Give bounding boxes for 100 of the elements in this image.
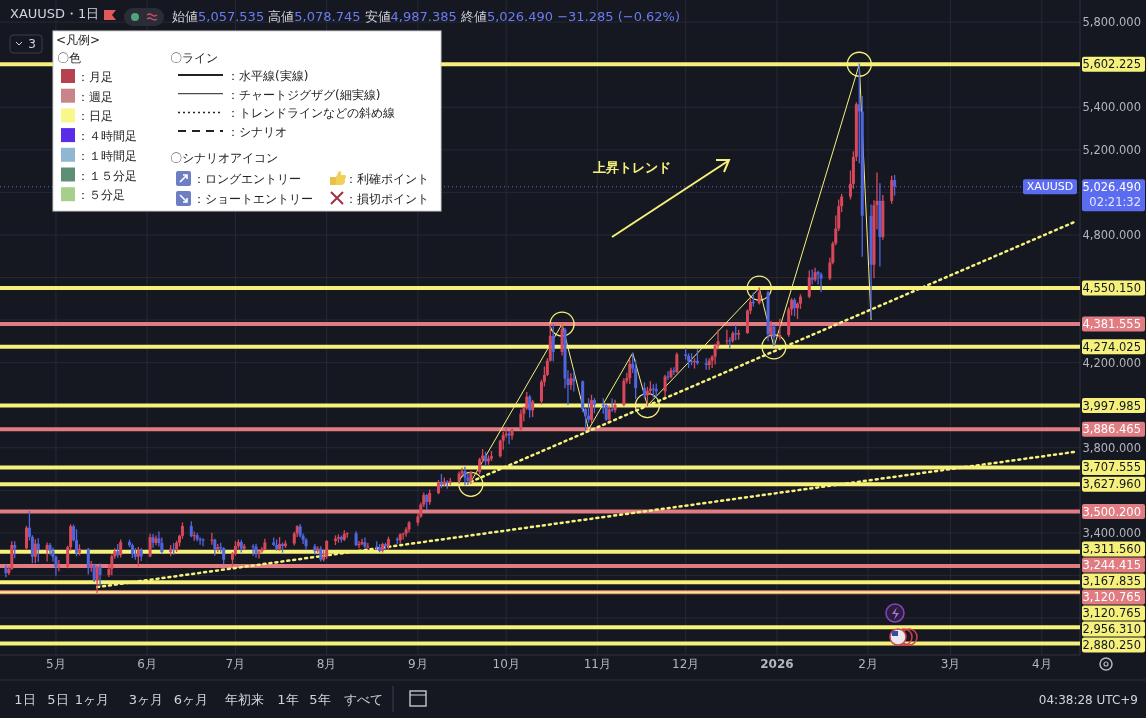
ref-line-label: 3,244.415 [1082,558,1141,572]
annotation: ：トレンドラインなどの斜め線 [227,106,395,121]
x-tick-label: 7月 [225,657,246,671]
point [458,471,484,497]
x-tick-label: 11月 [583,657,612,671]
annotation: ：１５分足 [77,168,137,183]
text: すべて [343,692,383,707]
annotation: ：週足 [77,89,113,104]
annotation: ：利確ポイント [345,172,429,186]
candlestick [519,409,523,431]
candlestick [590,394,593,424]
ref-line-label: 3,167.835 [1082,574,1141,588]
text: 1ヶ月 [74,692,110,707]
annotation: ：１時間足 [77,148,137,163]
x-tick-label: 10月 [492,657,520,671]
candlestick [672,367,676,375]
annotation: ：シナリオ [227,125,287,140]
candlestick [569,373,573,390]
point [846,51,872,77]
ref-line-label: 3,120.765 [1082,590,1141,604]
ref-line-label: 3,311.560 [1082,542,1141,556]
x-tick-label: 2月 [858,657,878,671]
annotation: ：損切ポイント [345,192,429,206]
ref-line-label: 4,381.555 [1082,316,1141,331]
candlestick [613,399,617,413]
annotation: ：５分足 [77,188,125,203]
candlestick [772,324,776,347]
text: 始値5,057.535 高値5,078.745 安値4,987.385 終値5,026.490 −31.285 (−0.62%) [172,9,681,24]
candlestick [148,533,152,558]
annotation: ：日足 [77,109,113,124]
x-tick-label: 12月 [672,657,700,671]
annotation: ：月足 [77,70,113,84]
point [549,311,575,337]
annotation: XAUUSD [1026,180,1074,194]
candlestick [560,323,564,356]
candlestick [98,563,102,587]
candlestick [154,535,158,546]
ref-line-label: 3,886.465 [1082,422,1141,437]
annotation: 上昇トレンド [592,160,671,175]
annotation: ：４時間足 [77,129,137,144]
annotation: 〇色 [57,51,81,65]
y-tick-label: 5,800.000 [1082,15,1141,30]
candlestick [36,538,40,562]
candlestick [57,560,61,572]
annotation: <凡例> [56,33,101,47]
y-tick-label: 5,400.000 [1082,100,1141,115]
candlestick [725,329,729,345]
annotation: ：ショートエントリー [193,192,313,206]
ref-line-label: 3,627.960 [1082,477,1141,492]
text: 5日 [47,692,69,707]
ref-line-label: 5,602.225 [1082,57,1141,72]
annotation: ：ロングエントリー [193,172,301,186]
text: 3ヶ月 [128,692,164,707]
ref-line-label: 2,880.250 [1082,638,1141,652]
ref-line-label: 3,707.555 [1082,460,1141,475]
y-tick-label: 4,200.000 [1082,355,1141,370]
candlestick [819,272,823,292]
candlestick [384,542,387,551]
ref-line-label: 3,997.985 [1082,398,1141,413]
y-tick-label: 3,800.000 [1082,440,1141,455]
text: 年初来 [224,692,264,707]
candlestick [360,538,364,546]
annotation: ：チャートジグザグ(細実線) [227,87,381,102]
point [746,275,772,301]
candlestick [33,539,37,564]
candlestick [463,466,467,486]
annotation: 〇シナリオアイコン [170,151,278,165]
candlestick [893,174,897,196]
ref-line-label: 4,550.150 [1082,281,1141,296]
ref-line-label: 4,274.025 [1082,339,1141,354]
candlestick [201,538,205,547]
x-tick-label: 5月 [46,657,66,671]
x-tick-label: 6月 [137,657,157,671]
annotation: 3 [28,37,36,51]
x-tick-label: 4月 [1031,657,1052,671]
candlestick [24,525,28,550]
candlestick [663,374,667,397]
annotation: ：水平線(実線) [227,69,309,83]
y-tick-label: 4,800.000 [1082,227,1141,242]
candlestick [890,175,894,204]
ref-line-label: 3,120.765 [1082,606,1141,620]
x-tick-label: 8月 [316,657,337,671]
x-tick-label: 2026 [760,657,794,671]
text: 1年 [277,692,299,707]
candlestick [210,532,214,545]
candlestick [257,549,261,559]
y-tick-label: 5,200.000 [1082,142,1141,157]
text: 04:38:28 UTC+9 [1038,693,1138,707]
x-tick-label: 9月 [408,657,428,671]
x-tick-label: 3月 [940,657,961,671]
text: 6ヶ月 [173,692,209,707]
candlestick [675,352,679,374]
ref-line-label: 5,026.490 [1082,179,1141,194]
point [761,334,787,360]
text: 5年 [309,692,331,707]
candlestick [198,537,202,545]
y-tick-label: 3,400.000 [1082,525,1141,540]
text: 1日 [14,692,36,707]
text: XAUUSD・1日 [10,6,100,21]
ref-line-label: 3,500.200 [1082,504,1141,519]
